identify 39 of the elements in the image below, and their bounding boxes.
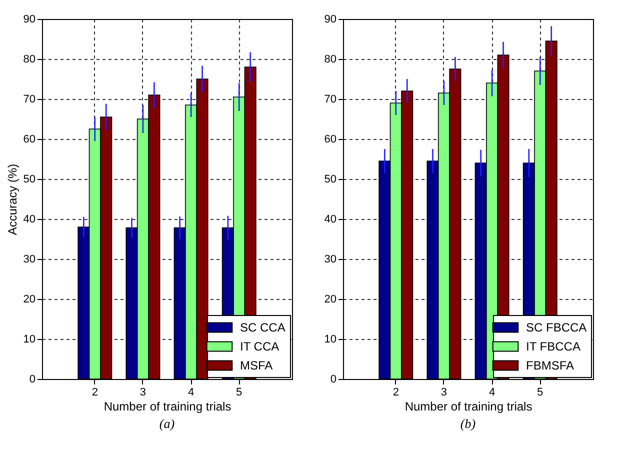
x-tick-label: 2: [392, 386, 399, 398]
y-tick-label: 90: [324, 14, 336, 26]
legend-label: FBMSFA: [526, 358, 574, 372]
y-tick-label: 80: [324, 54, 336, 66]
y-tick-label: 60: [324, 134, 336, 146]
y-tick-label: 20: [23, 294, 36, 306]
y-tick-label: 0: [29, 374, 36, 386]
text: (a): [159, 416, 175, 431]
text: (b): [460, 416, 476, 431]
y-tick-label: 70: [23, 94, 36, 106]
y-tick-label: 70: [324, 94, 336, 106]
y-tick-label: 30: [23, 254, 36, 266]
y-tick-label: 90: [23, 14, 36, 26]
x-tick-label: 4: [188, 386, 194, 398]
x-tick-label: 2: [92, 386, 98, 398]
y-tick-label: 40: [324, 214, 336, 226]
x-tick-label: 3: [140, 386, 146, 398]
y-tick-label: 50: [23, 174, 36, 186]
y-tick-label: 40: [23, 214, 36, 226]
y-tick-label: 30: [324, 254, 336, 266]
y-tick-label: 60: [23, 134, 36, 146]
legend-label: MSFA: [240, 358, 273, 372]
y-tick-label: 10: [23, 334, 36, 346]
y-tick-label: 80: [23, 54, 36, 66]
y-tick-label: 20: [324, 294, 336, 306]
y-tick-label: 10: [324, 334, 336, 346]
y-axis-title: Accuracy (%): [5, 164, 20, 236]
x-tick-label: 5: [537, 386, 544, 398]
y-tick-label: 50: [324, 174, 336, 186]
legend-label: SC FBCCA: [526, 320, 587, 334]
y-tick-label: 0: [330, 374, 336, 386]
legend-label: SC CCA: [240, 320, 286, 334]
x-tick-label: 3: [440, 386, 448, 398]
x-tick-label: 4: [488, 386, 496, 398]
x-axis-title: Number of training trials: [404, 400, 532, 414]
x-tick-label: 5: [236, 386, 242, 398]
x-axis-title: Number of training trials: [104, 400, 232, 414]
legend-label: IT CCA: [240, 340, 280, 354]
legend-label: IT FBCCA: [526, 340, 580, 354]
